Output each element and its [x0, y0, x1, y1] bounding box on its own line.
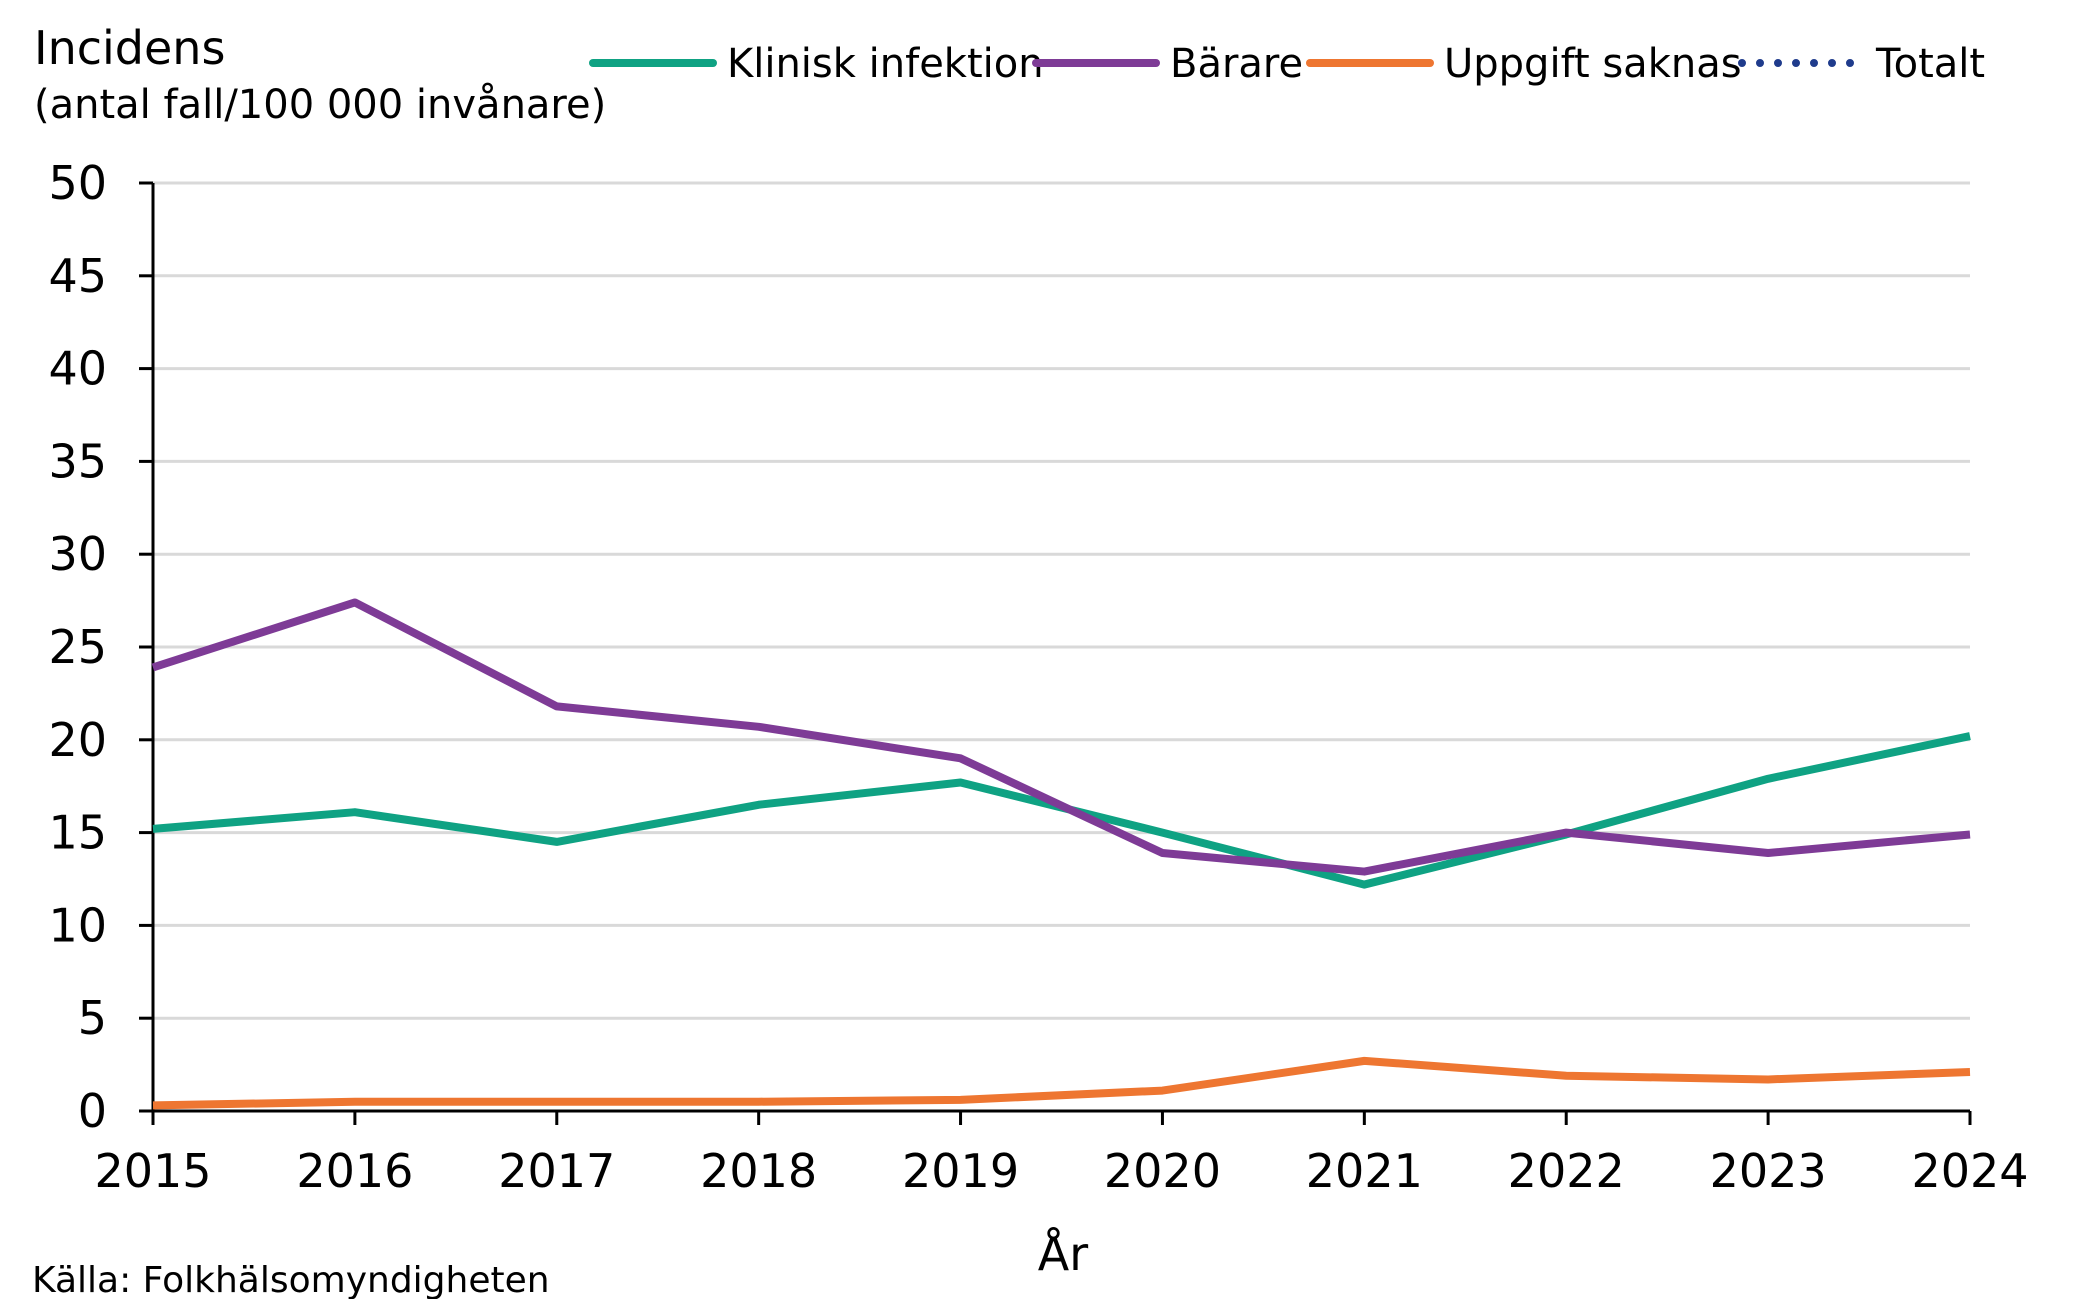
legend: Klinisk infektion Bärare Uppgift saknas Tot…	[589, 41, 1985, 87]
y-tick-label: 10	[48, 898, 107, 952]
series-line-klinisk-infektion	[152, 732, 1971, 889]
y-tick-label: 35	[48, 434, 107, 488]
x-axis-title: År	[1038, 1227, 1088, 1281]
x-tick-label: 2021	[1306, 1144, 1423, 1198]
x-tick-label: 2020	[1104, 1144, 1221, 1198]
x-tick-label: 2016	[296, 1144, 413, 1198]
y-tick-label: 5	[78, 991, 107, 1045]
y-tick-label: 0	[78, 1084, 107, 1138]
x-tick-label: 2018	[700, 1144, 817, 1198]
gridlines	[153, 181, 1970, 1020]
source-note: Källa: Folkhälsomyndigheten	[32, 1260, 550, 1299]
legend-label: Bärare	[1170, 41, 1303, 87]
x-tick-label: 2022	[1508, 1144, 1625, 1198]
y-tick-label: 40	[48, 342, 107, 396]
x-tick-label: 2017	[498, 1144, 615, 1198]
y-tick-label: 30	[48, 527, 107, 581]
x-tick-label: 2023	[1710, 1144, 1827, 1198]
y-axis-ticks: 0 5 10 15 20 25 30 35 40 45 50	[48, 156, 153, 1138]
legend-label: Klinisk infektion	[727, 41, 1044, 87]
chart-title: Incidens	[34, 21, 225, 75]
x-tick-label: 2015	[94, 1144, 211, 1198]
series-line-totalt	[151, 290, 1972, 600]
y-tick-label: 20	[48, 713, 107, 767]
y-tick-label: 25	[48, 620, 107, 674]
x-axis-ticks: 2015 2016 2017 2018 2019 2020 2021 2022 2023 2024	[94, 1111, 2029, 1198]
series-line-bärare	[151, 598, 1971, 876]
y-tick-label: 50	[48, 156, 107, 210]
x-tick-label: 2024	[1911, 1144, 2028, 1198]
y-tick-label: 15	[48, 806, 107, 860]
y-tick-label: 45	[48, 249, 107, 303]
series-lines	[151, 290, 1972, 1110]
series-line-uppgift-saknas	[152, 1056, 1971, 1110]
legend-label: Uppgift saknas	[1444, 41, 1742, 87]
chart-subtitle: (antal fall/100 000 invånare)	[34, 82, 606, 128]
legend-label: Totalt	[1875, 41, 1985, 87]
x-tick-label: 2019	[902, 1144, 1019, 1198]
